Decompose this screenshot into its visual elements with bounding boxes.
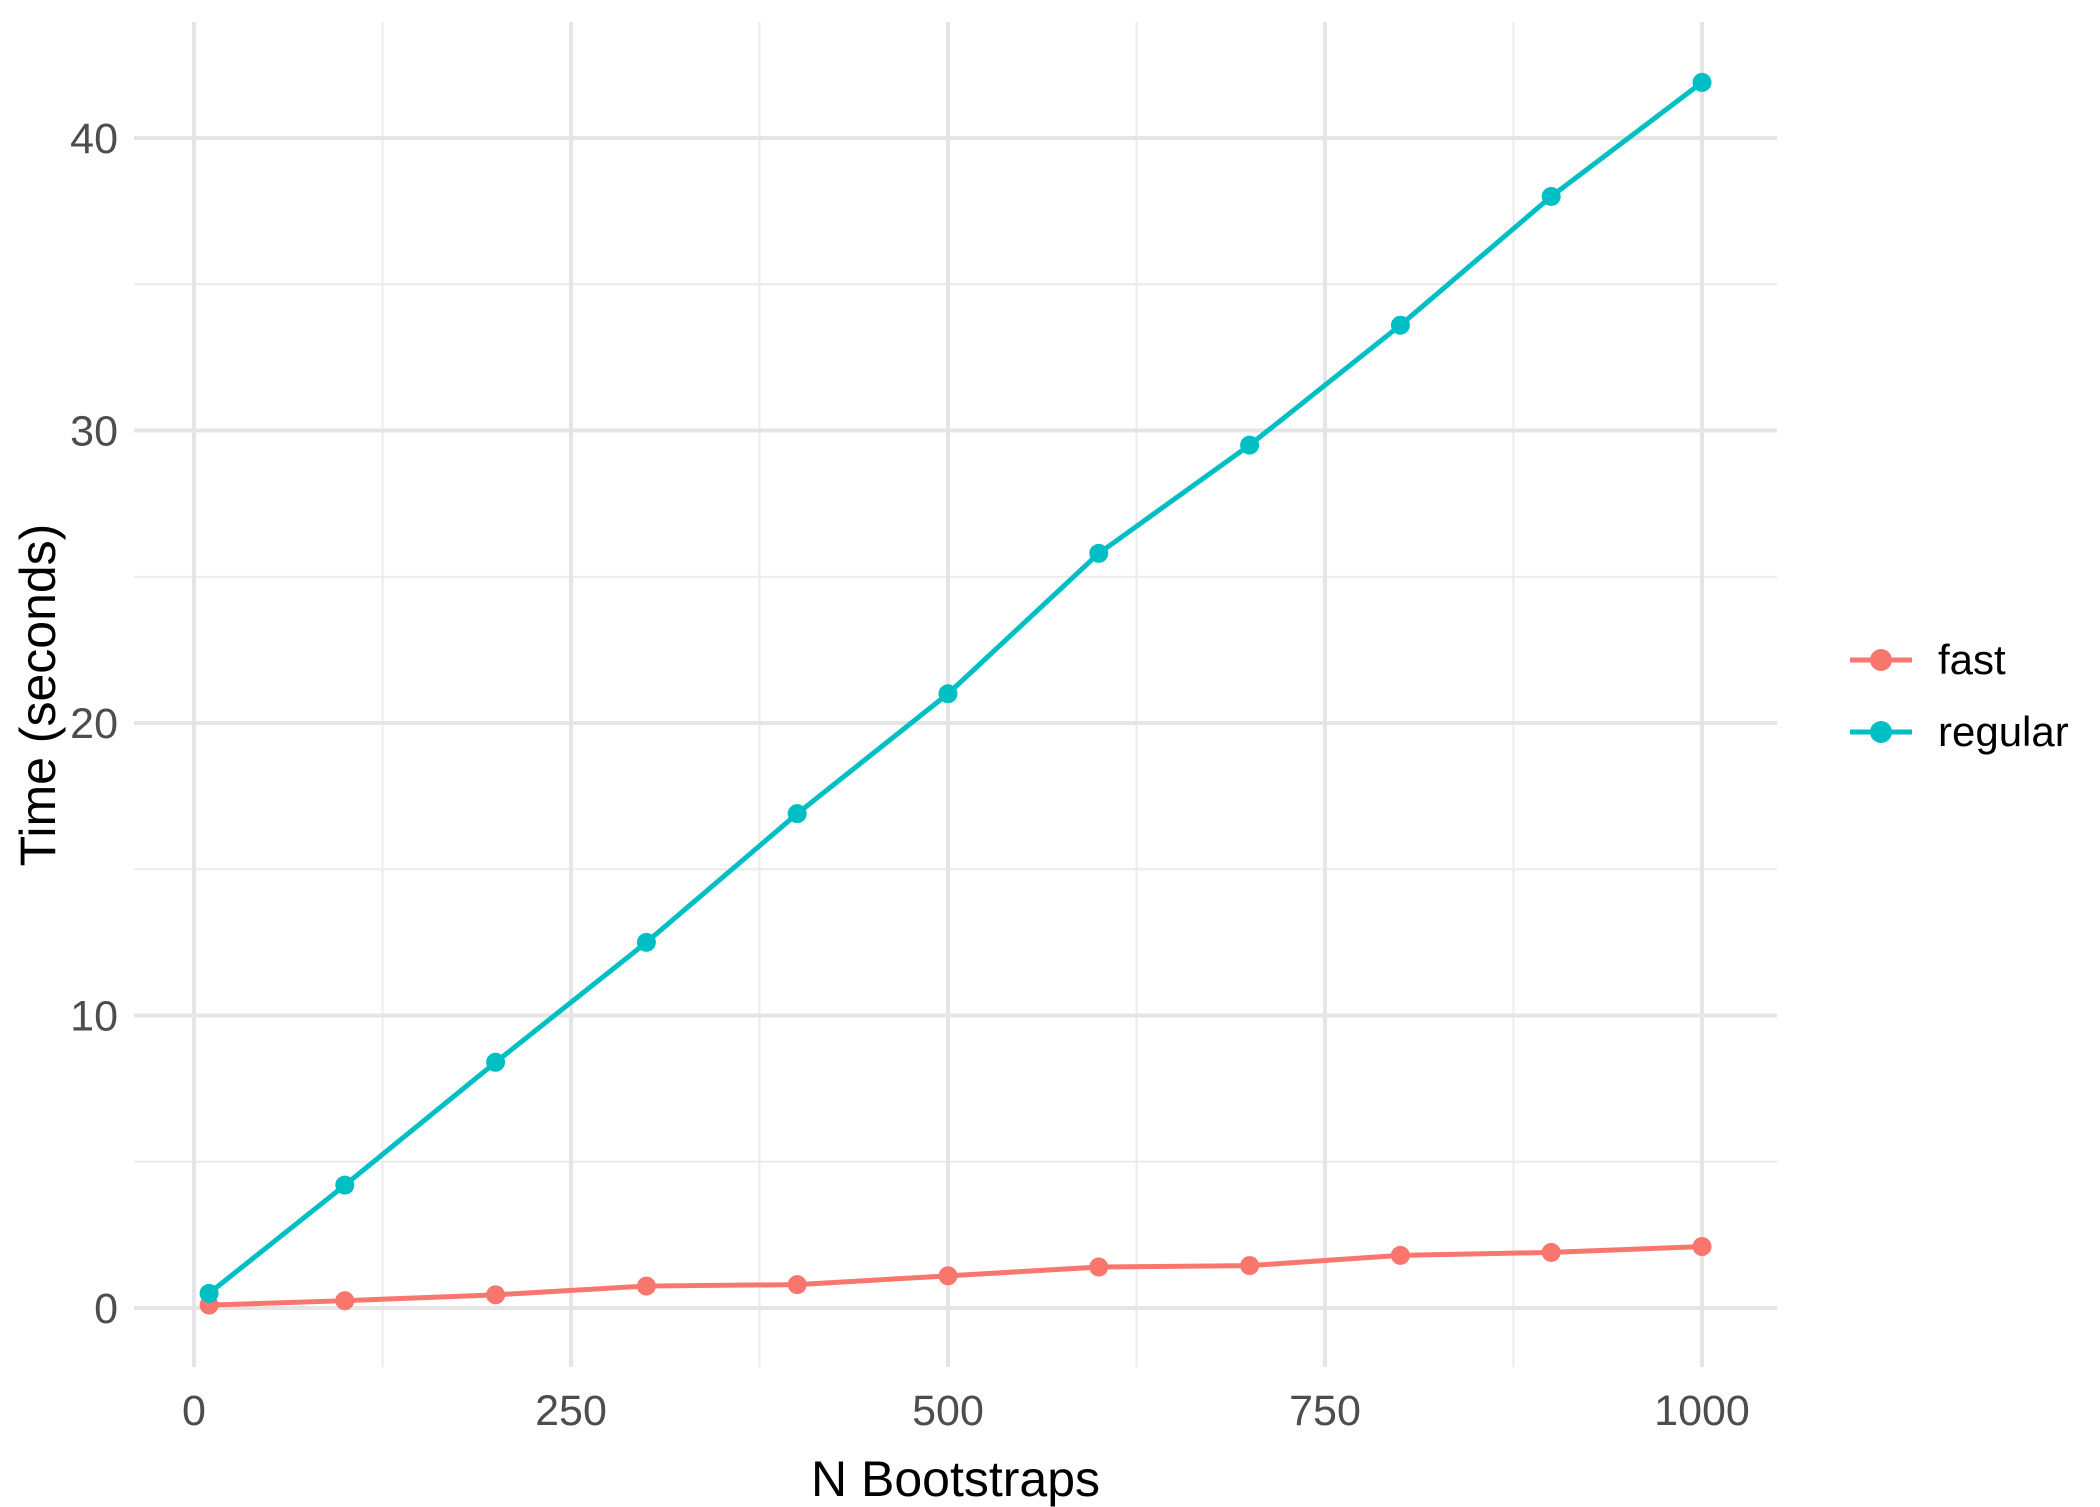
data-point-regular [1240,435,1260,455]
data-point-regular [335,1175,355,1195]
x-tick-label: 1000 [1654,1387,1750,1435]
data-point-fast [486,1285,506,1305]
data-point-fast [1240,1256,1260,1276]
data-point-regular [1692,72,1712,92]
x-tick-label: 0 [182,1387,206,1435]
data-point-fast [1541,1242,1561,1262]
legend-item-fast: fast [1848,624,2069,696]
data-point-fast [1089,1257,1109,1277]
legend-item-regular: regular [1848,696,2069,768]
legend-key-fast-icon [1850,649,1912,671]
y-tick-label: 40 [70,115,118,163]
data-point-fast [1390,1245,1410,1265]
legend-key-regular-icon [1850,721,1912,743]
legend: fast regular [1848,624,2069,768]
legend-label-fast: fast [1938,636,2006,683]
y-tick-label: 10 [70,993,118,1041]
y-tick-label: 20 [70,700,118,748]
x-tick-label: 500 [912,1387,984,1435]
data-point-fast [636,1276,656,1296]
y-axis-title: Time (seconds) [10,523,66,867]
x-tick-label: 250 [535,1387,607,1435]
data-point-regular [1541,187,1561,206]
data-point-fast [938,1266,958,1286]
data-point-regular [486,1052,506,1072]
x-tick-label: 750 [1289,1387,1361,1435]
y-tick-label: 30 [70,408,118,456]
data-point-regular [787,804,807,824]
data-point-fast [335,1291,355,1311]
legend-label-regular: regular [1938,708,2069,755]
data-point-fast [1692,1237,1712,1257]
data-point-regular [938,684,958,704]
x-axis-title: N Bootstraps [810,1451,1100,1507]
data-point-fast [787,1275,807,1295]
y-tick-label: 0 [94,1285,118,1333]
data-point-regular [1390,315,1410,335]
data-point-regular [199,1283,219,1303]
data-point-regular [1089,543,1109,563]
series-line-regular [206,79,1705,1296]
data-point-regular [636,932,656,952]
